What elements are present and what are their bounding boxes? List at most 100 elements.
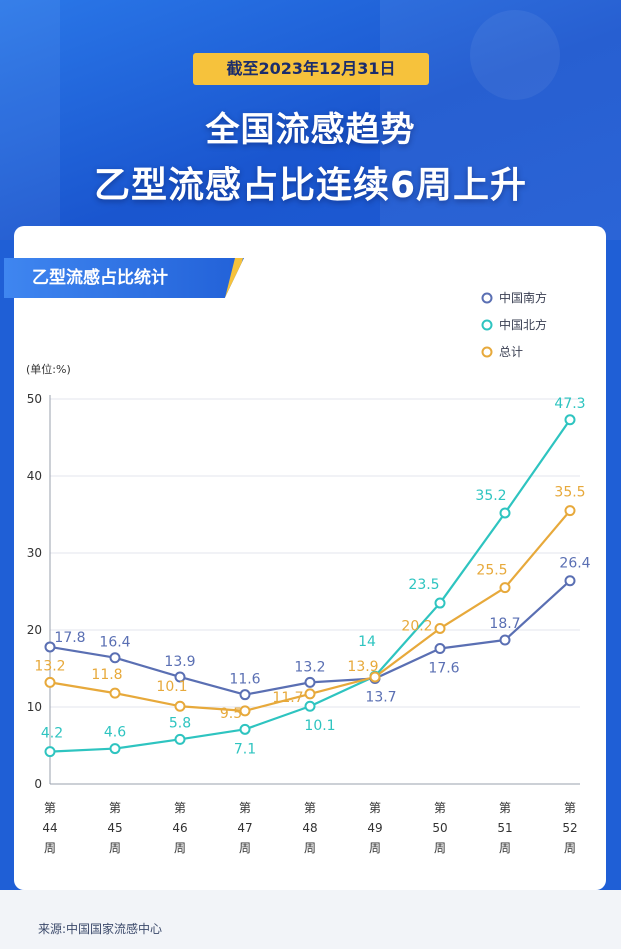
data-point xyxy=(564,505,576,517)
x-tick-label: 周 xyxy=(434,841,446,855)
x-tick-label: 52 xyxy=(562,821,577,835)
date-badge: 截至2023年12月31日 xyxy=(193,53,429,85)
x-tick-label: 周 xyxy=(174,841,186,855)
data-label: 47.3 xyxy=(554,396,585,412)
data-point xyxy=(109,652,121,664)
page-subtitle: 乙型流感占比连续6周上升 xyxy=(93,165,528,206)
data-point xyxy=(304,676,316,688)
data-point xyxy=(434,597,446,609)
data-label: 25.5 xyxy=(476,563,507,579)
data-label: 13.7 xyxy=(365,690,396,706)
data-label: 16.4 xyxy=(99,635,130,651)
legend-marker xyxy=(481,319,493,331)
x-tick-label: 第 xyxy=(174,801,186,815)
y-axis: 0 10 20 30 40 50 xyxy=(27,392,580,791)
x-tick-label: 45 xyxy=(107,821,122,835)
data-label: 13.2 xyxy=(294,659,325,675)
legend-marker xyxy=(481,292,493,304)
data-label: 17.8 xyxy=(54,630,85,646)
x-tick-label: 第 xyxy=(564,801,576,815)
data-point xyxy=(174,700,186,712)
data-label: 4.6 xyxy=(104,725,126,741)
data-label: 11.7 xyxy=(272,690,303,706)
x-tick-label: 周 xyxy=(499,841,511,855)
data-point xyxy=(564,575,576,587)
x-tick-label: 49 xyxy=(367,821,382,835)
data-point xyxy=(44,676,56,688)
x-tick-label: 第 xyxy=(44,801,56,815)
data-label: 11.8 xyxy=(91,667,122,683)
data-label: 10.1 xyxy=(156,679,187,695)
data-label: 35.2 xyxy=(475,488,506,504)
x-tick-label: 周 xyxy=(109,841,121,855)
data-point xyxy=(304,700,316,712)
data-point xyxy=(499,634,511,646)
chart-card xyxy=(14,226,606,890)
data-label: 18.7 xyxy=(489,616,520,632)
legend-marker xyxy=(481,346,493,358)
footer xyxy=(0,890,621,949)
data-point xyxy=(239,723,251,735)
hero-decor xyxy=(0,0,60,240)
x-tick-label: 第 xyxy=(239,801,251,815)
data-label: 9.5 xyxy=(220,706,242,722)
data-labels: 17.8 16.4 13.9 11.6 13.2 13.7 17.6 18.7 26.4 4.2 4… xyxy=(34,396,590,758)
data-label: 26.4 xyxy=(559,556,590,572)
x-tick-label: 周 xyxy=(44,841,56,855)
y-tick-label: 40 xyxy=(27,469,42,483)
x-tick-label: 第 xyxy=(499,801,511,815)
unit-label: (单位:%) xyxy=(26,362,71,376)
x-tick-label: 51 xyxy=(497,821,512,835)
series-points xyxy=(44,414,576,758)
data-point xyxy=(304,688,316,700)
data-point xyxy=(109,743,121,755)
data-point xyxy=(44,641,56,653)
y-tick-label: 30 xyxy=(27,546,42,560)
x-tick-label: 周 xyxy=(239,841,251,855)
x-tick-label: 第 xyxy=(304,801,316,815)
hero-decor xyxy=(470,10,560,100)
data-label: 5.8 xyxy=(169,715,191,731)
data-point xyxy=(239,705,251,717)
data-label: 35.5 xyxy=(554,485,585,501)
y-tick-label: 10 xyxy=(27,700,42,714)
hero-decor xyxy=(380,0,621,240)
data-point xyxy=(44,746,56,758)
x-tick-label: 48 xyxy=(302,821,317,835)
data-point xyxy=(434,642,446,654)
source-note: 来源:中国国家流感中心 xyxy=(38,922,163,936)
data-label: 20.2 xyxy=(401,618,432,634)
x-tick-label: 第 xyxy=(109,801,121,815)
legend-label: 中国南方 xyxy=(499,290,547,305)
data-label: 14 xyxy=(358,634,376,650)
data-label: 10.1 xyxy=(304,718,335,734)
data-point xyxy=(434,622,446,634)
page-title: 全国流感趋势 xyxy=(205,110,416,150)
data-point xyxy=(564,414,576,426)
data-point xyxy=(239,689,251,701)
data-point xyxy=(499,582,511,594)
x-tick-label: 周 xyxy=(564,841,576,855)
x-tick-label: 47 xyxy=(237,821,252,835)
x-tick-label: 第 xyxy=(369,801,381,815)
data-label: 23.5 xyxy=(408,577,439,593)
data-label: 13.9 xyxy=(164,654,195,670)
y-tick-label: 0 xyxy=(34,777,42,791)
data-label: 11.6 xyxy=(229,672,260,688)
y-tick-label: 20 xyxy=(27,623,42,637)
x-tick-label: 44 xyxy=(42,821,57,835)
data-label: 4.2 xyxy=(41,726,63,742)
section-title: 乙型流感占比统计 xyxy=(4,258,244,298)
data-label: 17.6 xyxy=(428,660,459,676)
data-label: 13.2 xyxy=(34,658,65,674)
data-point xyxy=(109,687,121,699)
legend-label: 中国北方 xyxy=(499,317,547,332)
data-label: 7.1 xyxy=(234,741,256,757)
data-point xyxy=(499,507,511,519)
data-point xyxy=(369,671,381,683)
data-label: 13.9 xyxy=(347,659,378,675)
y-tick-label: 50 xyxy=(27,392,42,406)
data-point xyxy=(174,733,186,745)
